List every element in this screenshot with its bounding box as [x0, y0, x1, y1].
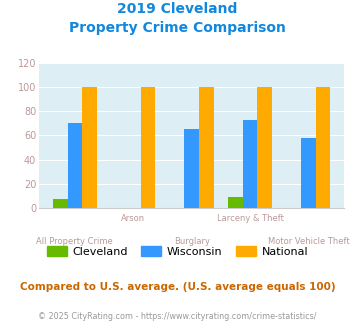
Text: © 2025 CityRating.com - https://www.cityrating.com/crime-statistics/: © 2025 CityRating.com - https://www.city…: [38, 312, 317, 321]
Bar: [228, 197, 243, 208]
Bar: [316, 87, 331, 208]
Text: Motor Vehicle Theft: Motor Vehicle Theft: [268, 237, 349, 246]
Bar: [53, 199, 67, 208]
Bar: [243, 119, 257, 208]
Text: 2019 Cleveland: 2019 Cleveland: [117, 2, 238, 16]
Legend: Cleveland, Wisconsin, National: Cleveland, Wisconsin, National: [43, 242, 312, 261]
Bar: [257, 87, 272, 208]
Text: Arson: Arson: [121, 214, 145, 223]
Text: Property Crime Comparison: Property Crime Comparison: [69, 21, 286, 35]
Text: Burglary: Burglary: [174, 237, 210, 246]
Bar: [301, 138, 316, 208]
Bar: [67, 123, 82, 208]
Bar: [82, 87, 97, 208]
Bar: [141, 87, 155, 208]
Text: Larceny & Theft: Larceny & Theft: [217, 214, 284, 223]
Text: Compared to U.S. average. (U.S. average equals 100): Compared to U.S. average. (U.S. average …: [20, 282, 335, 292]
Text: All Property Crime: All Property Crime: [37, 237, 113, 246]
Bar: [184, 129, 199, 208]
Bar: [199, 87, 214, 208]
